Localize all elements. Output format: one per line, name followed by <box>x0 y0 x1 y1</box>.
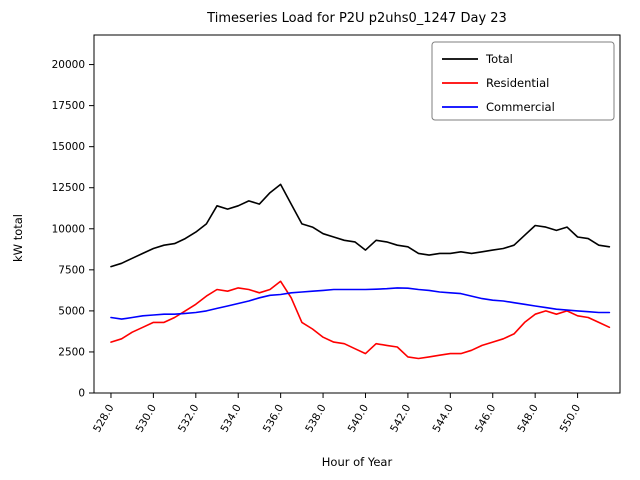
x-tick-label: 538.0 <box>303 403 328 435</box>
y-tick-label: 0 <box>78 388 85 400</box>
y-tick-label: 10000 <box>52 223 85 235</box>
x-tick-label: 540.0 <box>346 403 371 435</box>
x-tick-label: 546.0 <box>473 403 498 435</box>
series-line-commercial <box>110 287 611 320</box>
legend-item-label: Commercial <box>486 100 555 114</box>
series-line-residential <box>110 280 611 360</box>
y-axis-label: kW total <box>11 214 25 262</box>
plot-frame <box>93 34 621 394</box>
x-tick-label: 536.0 <box>261 403 286 435</box>
series-lines <box>110 183 611 360</box>
legend-item-label: Residential <box>486 76 549 90</box>
x-tick-label: 542.0 <box>388 403 413 435</box>
x-tick-label: 530.0 <box>134 403 159 435</box>
x-tick-label: 528.0 <box>91 403 116 435</box>
y-tick-label: 5000 <box>58 305 85 317</box>
y-tick-label: 7500 <box>58 264 85 276</box>
x-axis-ticks: 528.0 530.0 532.0 534.0 536.0 538.0 540.0 542.0… <box>91 393 583 435</box>
legend-item-label: Total <box>485 52 513 66</box>
chart-title: Timeseries Load for P2U p2uhs0_1247 Day … <box>206 11 507 26</box>
x-tick-label: 550.0 <box>558 403 583 435</box>
legend: Total Residential Commercial <box>431 41 615 121</box>
x-tick-label: 544.0 <box>430 403 455 435</box>
y-axis-ticks: 0 2500 5000 7500 10000 12500 15000 17500 20000 <box>52 59 94 400</box>
x-tick-label: 548.0 <box>515 403 540 435</box>
series-line-total <box>110 183 611 268</box>
y-tick-label: 15000 <box>52 141 85 153</box>
legend-box <box>431 41 615 121</box>
y-tick-label: 12500 <box>52 182 85 194</box>
y-tick-label: 2500 <box>58 346 85 358</box>
x-tick-label: 532.0 <box>176 403 201 435</box>
x-axis-label: Hour of Year <box>322 455 393 469</box>
y-tick-label: 17500 <box>52 100 85 112</box>
x-tick-label: 534.0 <box>218 403 243 435</box>
y-tick-label: 20000 <box>52 59 85 71</box>
